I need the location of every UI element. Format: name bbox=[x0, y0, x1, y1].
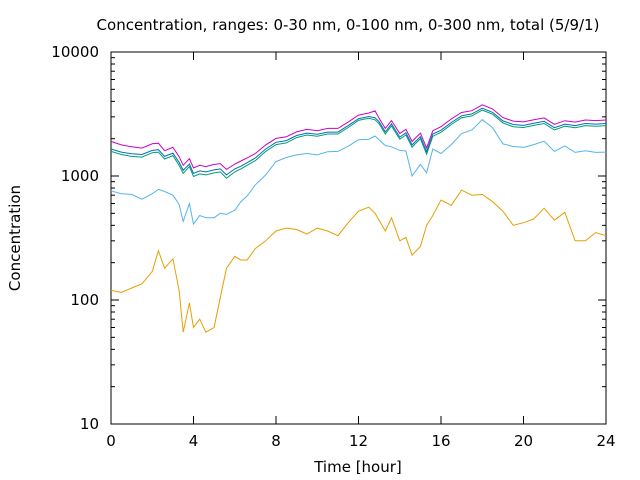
x-tick-label: 16 bbox=[431, 432, 450, 450]
chart-title: Concentration, ranges: 0-30 nm, 0-100 nm… bbox=[97, 16, 600, 34]
x-tick-label: 8 bbox=[271, 432, 281, 450]
y-tick-label: 10000 bbox=[51, 43, 99, 61]
x-tick-label: 20 bbox=[514, 432, 533, 450]
x-tick-label: 24 bbox=[596, 432, 615, 450]
series-line-1 bbox=[110, 189, 607, 333]
y-axis-label: Concentration bbox=[6, 185, 24, 291]
plot-area: 0 4 8 12 16 20 24 10 100 1000 10000 bbox=[51, 43, 615, 450]
series-line-3 bbox=[110, 109, 607, 179]
y-tick-label: 100 bbox=[70, 291, 99, 309]
plot-frame bbox=[110, 51, 607, 425]
x-tick-label: 12 bbox=[349, 432, 368, 450]
series-line-5 bbox=[110, 104, 607, 171]
series-line-4 bbox=[110, 107, 607, 176]
x-tick-label: 0 bbox=[106, 432, 116, 450]
x-tick-label: 4 bbox=[189, 432, 199, 450]
x-axis-label: Time [hour] bbox=[313, 458, 402, 476]
y-tick-label: 10 bbox=[80, 415, 99, 433]
y-tick-label: 1000 bbox=[61, 167, 99, 185]
series-line-2 bbox=[110, 118, 607, 226]
